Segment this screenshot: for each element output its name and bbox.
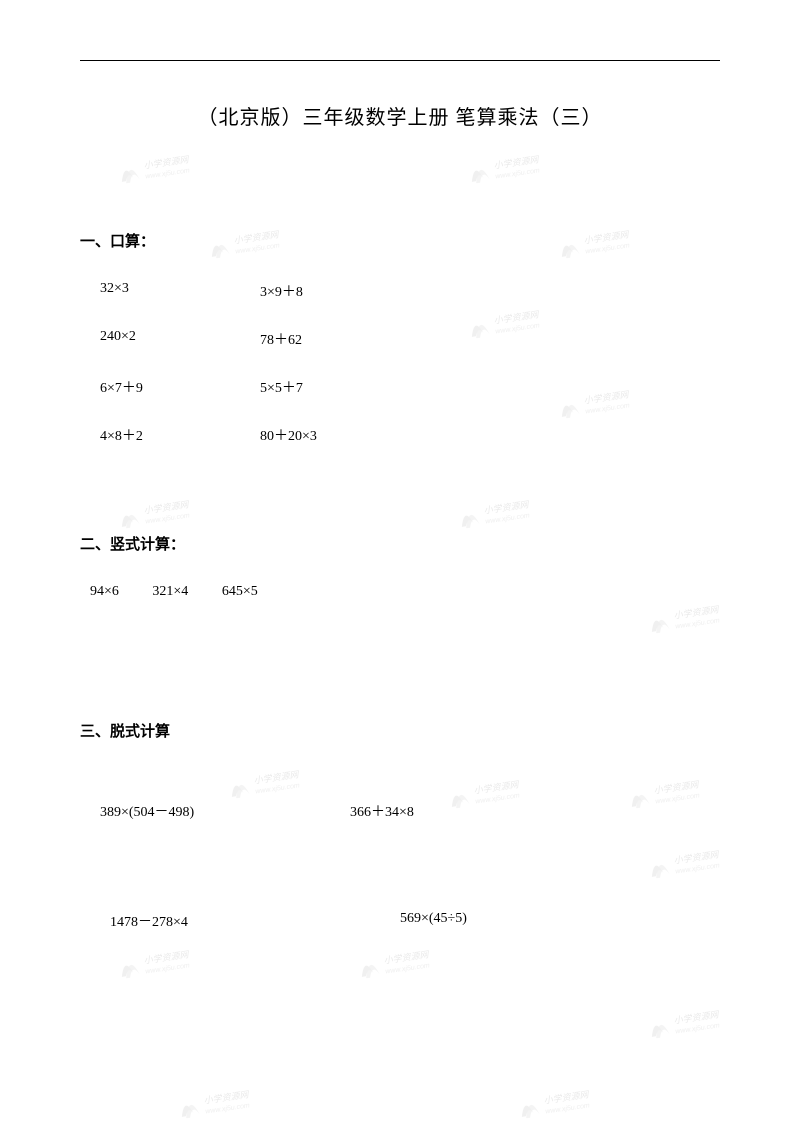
problem-cell: 569×(45÷5): [350, 911, 600, 931]
problem-cell: 5×5＋7: [260, 377, 460, 397]
problem-cell: 389×(504－498): [80, 801, 350, 821]
problem-cell: 94×6: [90, 584, 119, 599]
problem-cell: 645×5: [222, 584, 258, 599]
top-horizontal-rule: [80, 60, 720, 61]
svg-text:小学资源网: 小学资源网: [203, 1089, 250, 1105]
problem-cell: 78＋62: [260, 329, 460, 349]
problem-cell: 6×7＋9: [80, 377, 260, 397]
mental-row: 240×2 78＋62: [80, 329, 720, 349]
problem-cell: 32×3: [80, 281, 260, 301]
expression-row: 389×(504－498) 366＋34×8: [80, 801, 720, 821]
problem-cell: 240×2: [80, 329, 260, 349]
problem-cell: 1478－278×4: [80, 911, 350, 931]
problem-cell: 321×4: [152, 584, 188, 599]
problem-cell: 4×8＋2: [80, 425, 260, 445]
expression-row: 1478－278×4 569×(45÷5): [80, 911, 720, 931]
section2-heading: 二、竖式计算：: [80, 533, 720, 554]
watermark-icon: 小学资源网www.xj5u.com: [508, 1072, 632, 1128]
mental-row: 32×3 3×9＋8: [80, 281, 720, 301]
mental-row: 4×8＋2 80＋20×3: [80, 425, 720, 445]
vertical-problems: 94×6 321×4 645×5: [80, 584, 720, 600]
problem-cell: 3×9＋8: [260, 281, 460, 301]
section1-heading: 一、口算：: [80, 230, 720, 251]
problem-cell: 80＋20×3: [260, 425, 460, 445]
mental-row: 6×7＋9 5×5＋7: [80, 377, 720, 397]
svg-text:小学资源网: 小学资源网: [543, 1089, 590, 1105]
svg-text:www.xj5u.com: www.xj5u.com: [205, 1102, 250, 1115]
section3-heading: 三、脱式计算: [80, 720, 720, 741]
watermark-icon: 小学资源网www.xj5u.com: [168, 1072, 292, 1128]
document-title: （北京版）三年级数学上册 笔算乘法（三）: [80, 101, 720, 130]
page-content: （北京版）三年级数学上册 笔算乘法（三） 一、口算： 32×3 3×9＋8 24…: [80, 60, 720, 1072]
svg-text:www.xj5u.com: www.xj5u.com: [545, 1102, 590, 1115]
problem-cell: 366＋34×8: [350, 801, 600, 821]
